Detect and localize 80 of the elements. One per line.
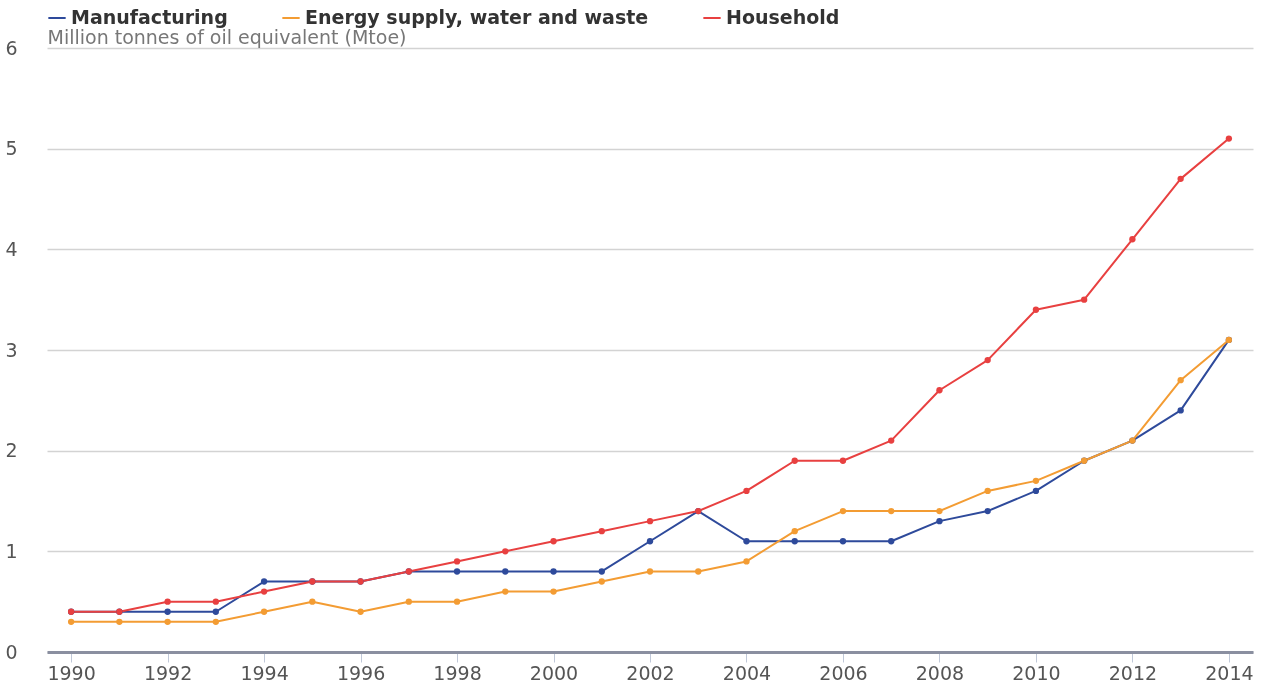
point: [453, 558, 461, 565]
x-tick-label: 1994: [240, 661, 289, 684]
point: [984, 507, 991, 515]
point: [888, 437, 895, 444]
point: [598, 568, 605, 575]
y-tick-label: 6: [5, 36, 18, 59]
point: [212, 598, 219, 605]
point: [598, 528, 605, 535]
x-tick-label: 2004: [722, 661, 772, 684]
point: [453, 598, 461, 605]
y-tick-label: 0: [5, 640, 18, 663]
point: [839, 538, 847, 545]
point: [743, 558, 750, 565]
x-tick-label: 2010: [1012, 661, 1061, 684]
point: [1177, 377, 1184, 384]
point: [1032, 306, 1040, 313]
x-tick-label: 2014: [1205, 661, 1254, 684]
point: [1177, 175, 1184, 183]
point: [936, 517, 943, 525]
point: [309, 598, 316, 605]
point: [791, 538, 798, 545]
point: [164, 608, 171, 615]
point: [984, 487, 991, 495]
y-tick-label: 2: [5, 439, 18, 462]
point: [646, 517, 654, 525]
point: [116, 618, 123, 625]
point: [164, 618, 171, 625]
point: [453, 568, 461, 575]
y-tick-label: 4: [5, 237, 18, 260]
point: [1177, 407, 1184, 414]
x-tick-label: 1990: [47, 661, 96, 684]
point: [743, 538, 750, 545]
point: [695, 568, 702, 575]
legend-label: Energy supply, water and waste: [305, 6, 649, 28]
point: [550, 538, 557, 545]
y-tick-label: 5: [5, 137, 18, 160]
y-tick-label: 1: [5, 539, 18, 562]
point: [1032, 477, 1040, 485]
x-tick-label: 2012: [1108, 661, 1158, 684]
x-tick-label: 1996: [336, 661, 386, 684]
legend-label: Manufacturing: [71, 6, 228, 28]
point: [164, 598, 171, 605]
point: [646, 538, 654, 545]
point: [598, 578, 605, 585]
point: [839, 507, 847, 515]
x-tick-label: 1998: [433, 661, 482, 684]
x-tick-label: 2008: [915, 661, 965, 684]
point: [502, 548, 509, 555]
y-tick-label: 3: [5, 338, 18, 361]
x-tick-label: 1992: [143, 661, 193, 684]
point: [791, 528, 798, 535]
point: [743, 487, 750, 495]
point: [936, 507, 943, 515]
x-tick-label: 2006: [819, 661, 868, 684]
point: [502, 588, 509, 595]
point: [888, 538, 895, 545]
legend-label: Household: [726, 6, 840, 28]
point: [212, 608, 219, 615]
point: [550, 568, 557, 575]
point: [550, 588, 557, 595]
point: [260, 588, 268, 595]
point: [936, 387, 943, 394]
point: [1129, 236, 1136, 243]
point: [67, 618, 75, 625]
point: [888, 507, 895, 515]
x-tick-label: 2000: [529, 661, 579, 684]
point: [260, 608, 268, 615]
point: [502, 568, 509, 575]
point: [646, 568, 654, 575]
point: [791, 457, 798, 464]
point: [984, 356, 991, 364]
point: [1225, 135, 1233, 142]
x-tick-label: 2002: [626, 661, 675, 684]
point: [405, 598, 412, 605]
point: [1081, 296, 1088, 303]
point: [839, 457, 847, 464]
point: [260, 578, 268, 585]
point: [1032, 487, 1040, 495]
point: [212, 618, 219, 625]
point: [357, 608, 364, 615]
